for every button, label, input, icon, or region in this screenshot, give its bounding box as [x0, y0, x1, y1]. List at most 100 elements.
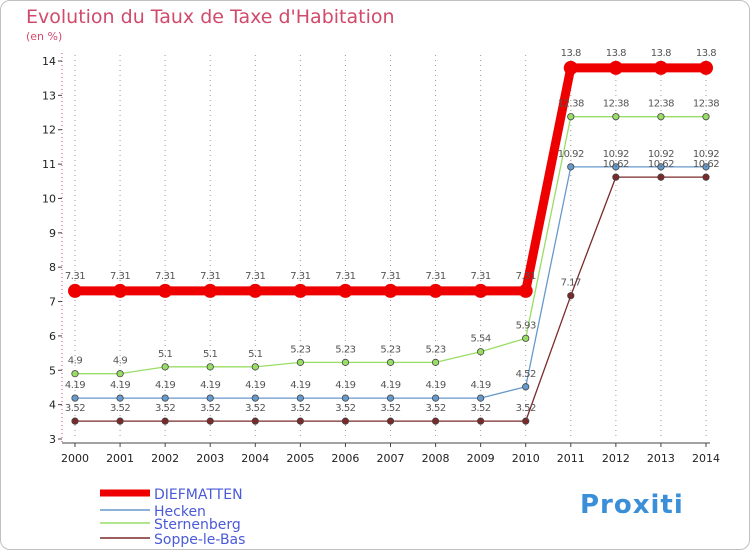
data-label: 4.19 — [425, 380, 445, 391]
proxiti-logo: Proxiti — [580, 490, 684, 520]
y-tick-label: 3 — [49, 433, 56, 446]
data-point — [116, 394, 124, 402]
data-label: 3.52 — [516, 403, 536, 414]
data-label: 3.52 — [471, 403, 491, 414]
data-label: 4.19 — [471, 380, 491, 391]
x-tick-label: 2007 — [377, 452, 405, 465]
x-tick-label: 2010 — [512, 452, 540, 465]
data-label: 7.31 — [110, 271, 130, 282]
data-label: 3.52 — [380, 403, 400, 414]
x-tick-label: 2002 — [151, 452, 179, 465]
data-point — [567, 113, 575, 121]
data-point — [296, 358, 304, 366]
data-label: 5.23 — [290, 344, 310, 355]
data-point — [251, 394, 259, 402]
data-point — [296, 417, 304, 425]
y-tick-label: 7 — [49, 296, 56, 309]
legend-label: Sternenberg — [154, 517, 241, 533]
data-point — [522, 334, 530, 342]
data-label: 10.62 — [648, 159, 674, 170]
data-label: 4.19 — [380, 380, 400, 391]
data-point — [206, 394, 214, 402]
x-tick-label: 2013 — [647, 452, 675, 465]
x-tick-label: 2004 — [241, 452, 269, 465]
data-label: 7.31 — [290, 271, 310, 282]
data-point — [563, 60, 578, 75]
y-tick-label: 4 — [49, 399, 56, 412]
y-tick-label: 14 — [42, 55, 56, 68]
x-tick-label: 2009 — [467, 452, 495, 465]
data-label: 3.52 — [200, 403, 220, 414]
data-point — [386, 394, 395, 402]
data-label: 5.23 — [335, 344, 355, 355]
data-point — [567, 163, 575, 171]
x-tick-label: 2006 — [331, 452, 359, 465]
data-point — [341, 417, 350, 425]
data-label: 3.52 — [335, 403, 355, 414]
data-label: 4.52 — [516, 369, 536, 380]
data-label: 7.31 — [155, 271, 175, 282]
data-point — [702, 163, 710, 171]
data-label: 4.9 — [113, 356, 128, 367]
data-point — [71, 417, 79, 425]
x-tick-label: 2011 — [557, 452, 585, 465]
data-point — [477, 348, 485, 356]
legend-label: DIEFMATTEN — [154, 487, 243, 503]
data-label: 12.38 — [693, 99, 719, 110]
data-label: 10.92 — [693, 149, 719, 160]
data-label: 3.52 — [110, 403, 130, 414]
data-label: 4.19 — [290, 380, 310, 391]
data-label: 3.52 — [155, 403, 175, 414]
data-point — [522, 383, 530, 391]
data-point — [203, 283, 218, 298]
y-tick-label: 5 — [49, 364, 56, 377]
data-label: 12.38 — [648, 99, 674, 110]
data-label: 13.8 — [696, 48, 716, 59]
data-label: 10.62 — [693, 159, 719, 170]
data-point — [477, 394, 485, 402]
data-point — [206, 417, 214, 425]
data-point — [702, 113, 710, 121]
data-point — [71, 370, 79, 378]
data-point — [116, 417, 124, 425]
data-point — [653, 60, 668, 75]
data-point — [657, 113, 665, 121]
x-tick-label: 2001 — [106, 452, 134, 465]
data-label: 13.8 — [561, 48, 581, 59]
data-label: 7.31 — [65, 271, 85, 282]
data-point — [473, 283, 488, 298]
data-label: 12.38 — [603, 99, 629, 110]
data-label: 5.93 — [516, 320, 536, 331]
x-tick-label: 2008 — [422, 452, 450, 465]
data-point — [338, 283, 353, 298]
y-tick-label: 6 — [49, 330, 56, 343]
data-label: 7.31 — [425, 271, 445, 282]
data-label: 12.38 — [558, 99, 584, 110]
data-point — [68, 283, 82, 298]
data-label: 5.1 — [203, 349, 218, 360]
data-point — [386, 358, 395, 366]
data-point — [383, 283, 398, 298]
x-tick-label: 2000 — [61, 452, 89, 465]
data-point — [251, 417, 259, 425]
data-point — [477, 417, 485, 425]
data-point — [158, 283, 173, 298]
data-label: 5.1 — [248, 349, 263, 360]
y-tick-label: 13 — [42, 89, 56, 102]
data-label: 5.23 — [380, 344, 400, 355]
data-label: 4.9 — [68, 356, 83, 367]
y-tick-label: 9 — [49, 227, 56, 240]
data-point — [248, 283, 263, 298]
data-label: 4.19 — [155, 380, 175, 391]
data-label: 10.92 — [558, 149, 584, 160]
data-point — [612, 113, 620, 121]
data-point — [161, 417, 169, 425]
data-point — [161, 363, 169, 371]
legend-label: Hecken — [154, 504, 206, 520]
data-point — [341, 394, 350, 402]
data-point — [657, 173, 665, 181]
data-point — [251, 363, 259, 371]
data-label: 3.52 — [290, 403, 310, 414]
x-tick-label: 2005 — [286, 452, 314, 465]
